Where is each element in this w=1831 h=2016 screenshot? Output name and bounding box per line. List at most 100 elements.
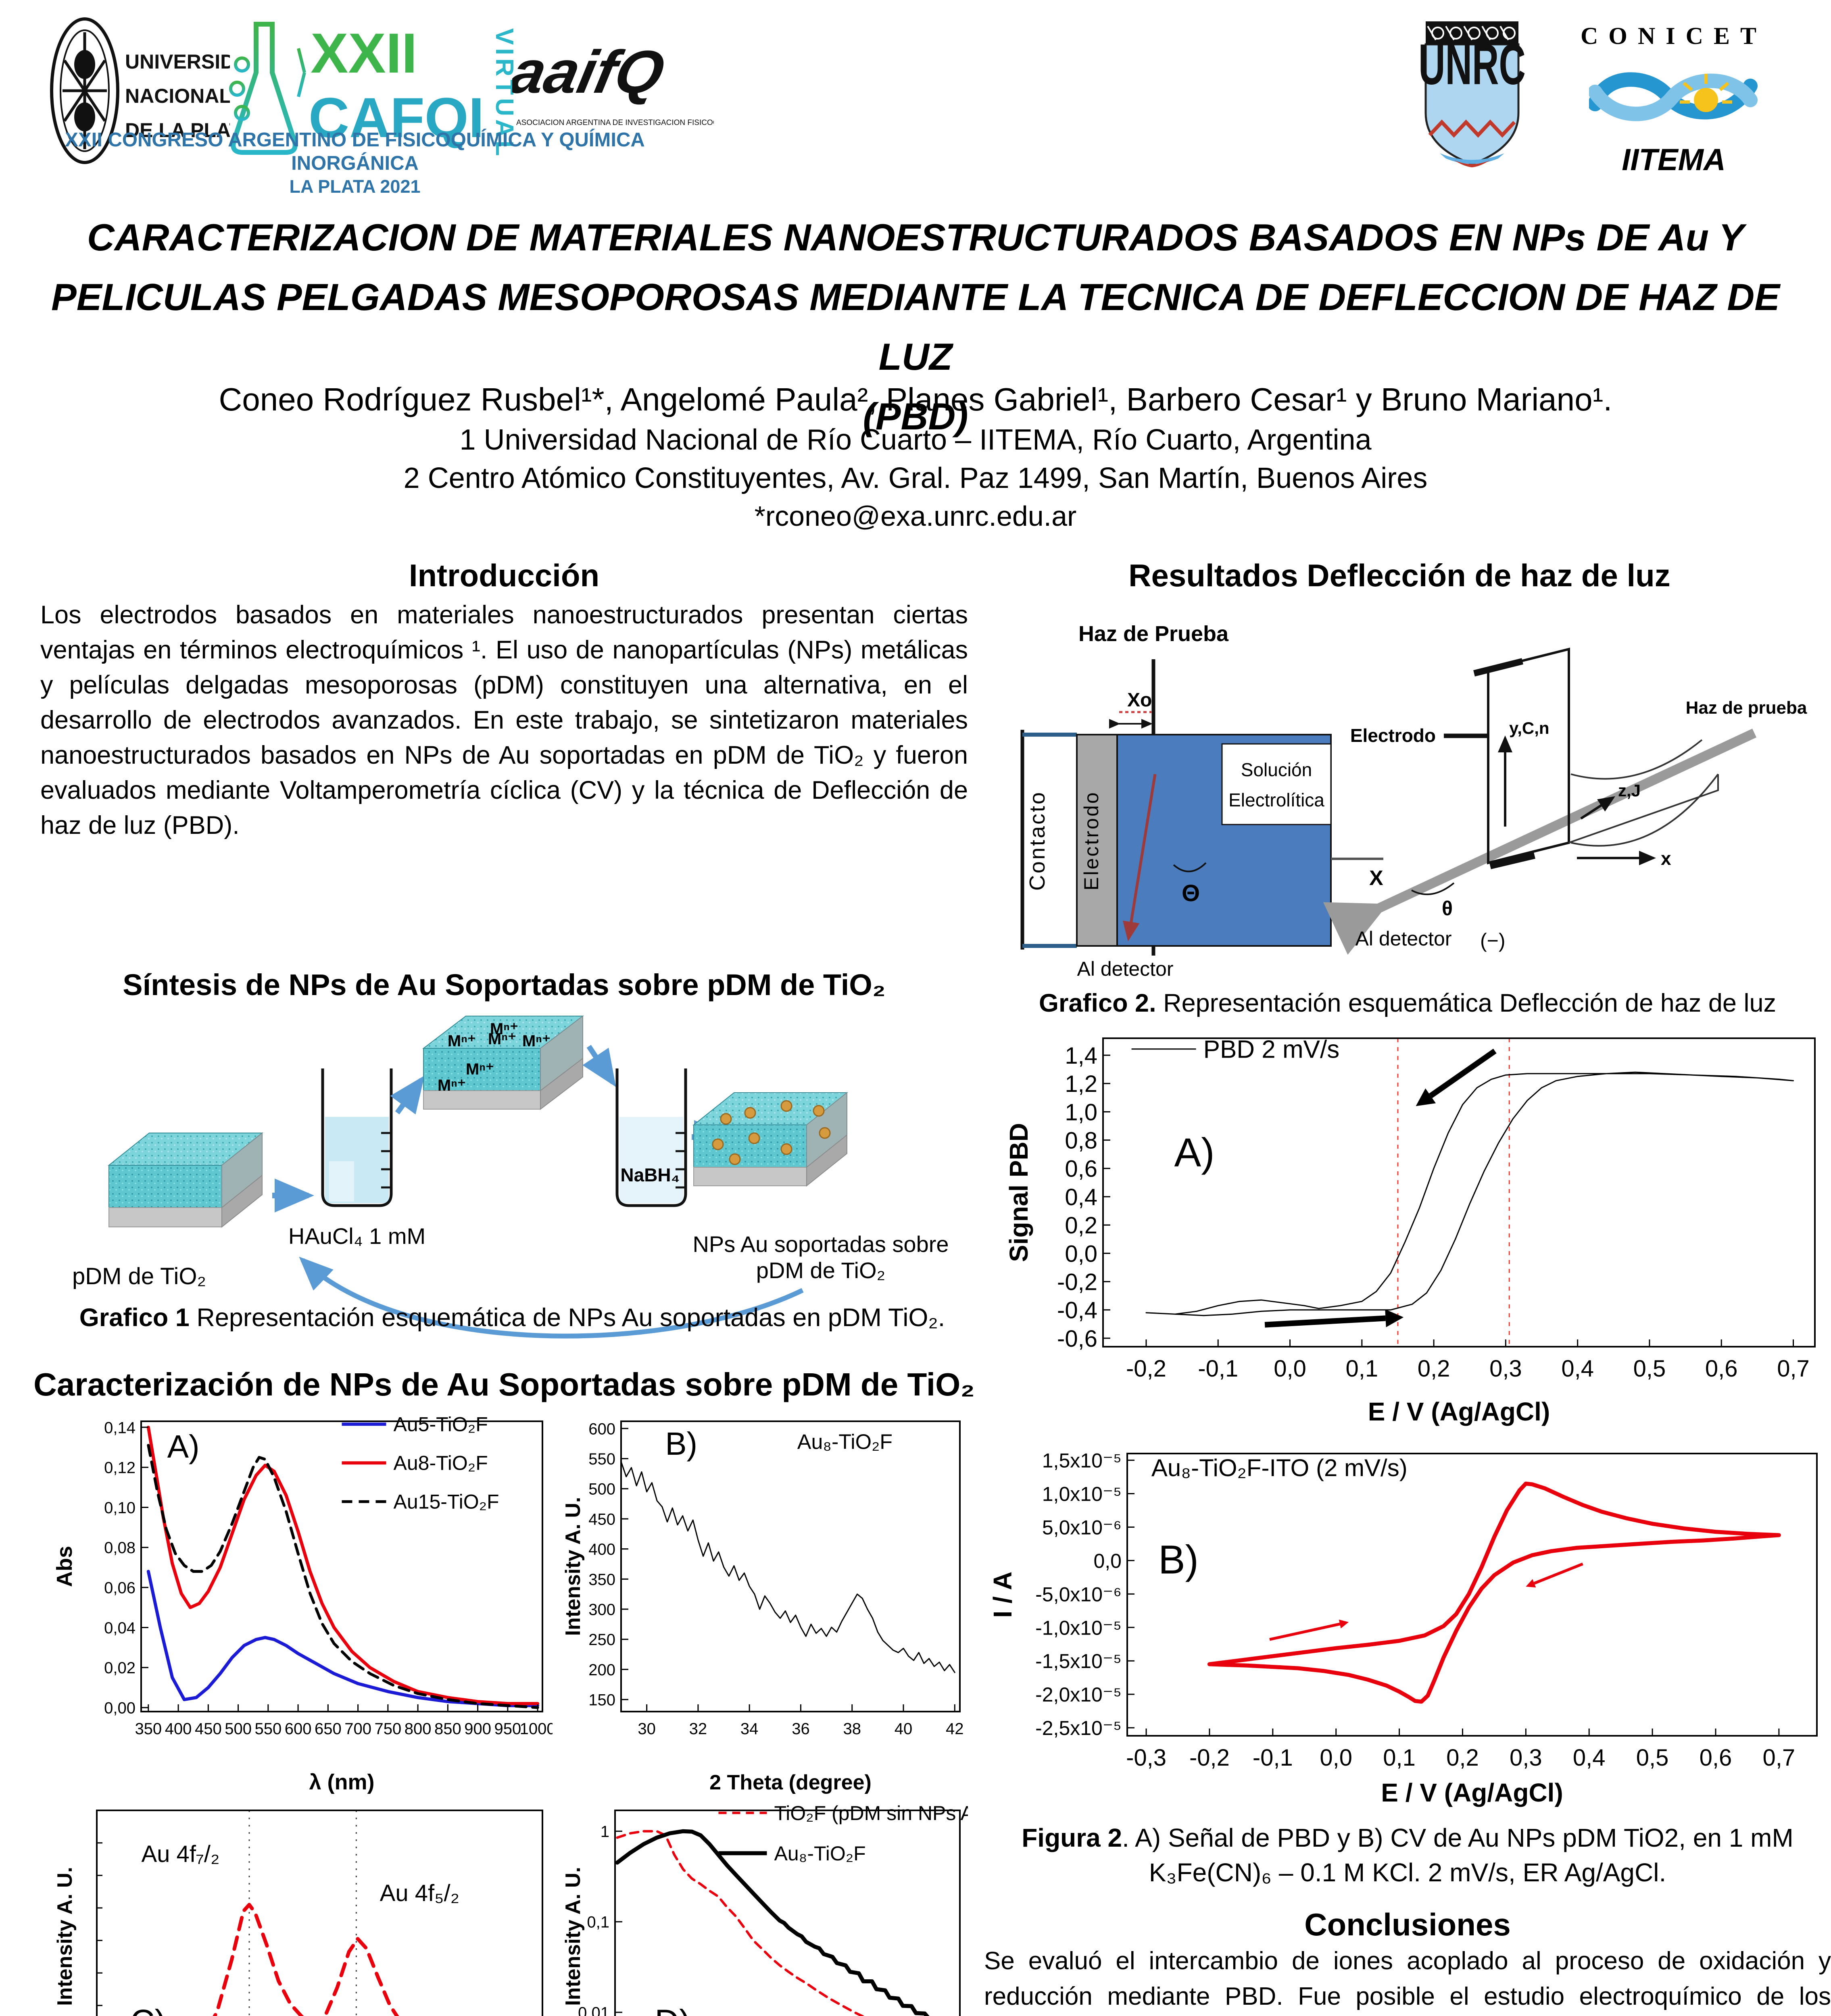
y-tick-label: 600: [588, 1420, 615, 1438]
x-tick-label: 450: [195, 1720, 222, 1738]
series-Au 4f XPS: [213, 1903, 399, 2016]
y-axis-label: Intensity A. U.: [53, 1867, 77, 2006]
mn-label: Mⁿ⁺: [466, 1060, 494, 1078]
electrodo-label: Electrodo: [1080, 791, 1103, 890]
y-tick-label: 0,10: [104, 1499, 136, 1517]
series-Au15-TiO₂F: [147, 1444, 539, 1709]
y-tick-label: 350: [588, 1571, 615, 1589]
ycn-label: y,C,n: [1509, 719, 1549, 737]
arrow-head: [1385, 1309, 1404, 1327]
chart-absorbance: 350 400 450 500 550 600 650 700 750 800 850 900 9501…: [52, 1413, 553, 1794]
chart-annotation: Au 4f₅/₂: [380, 1880, 459, 1906]
y-tick-label: 1,2: [1065, 1071, 1097, 1097]
contact-email: *rconeo@exa.unrc.edu.ar: [754, 500, 1077, 532]
y-tick-label: 1,4: [1065, 1043, 1097, 1069]
theta3d-label: θ: [1442, 897, 1453, 920]
chart-annotation: B): [1158, 1537, 1199, 1583]
y-tick-label: 1,0x10⁻⁵: [1042, 1483, 1122, 1506]
x-tick-label: 950: [494, 1720, 521, 1738]
y-tick-label: 0,8: [1065, 1128, 1097, 1154]
chart-annotation: A): [1174, 1130, 1215, 1175]
plot-frame: [96, 1810, 543, 2016]
electrolitica-label: Electrolítica: [1228, 789, 1324, 810]
chart-annotation: Au 4f₇/₂: [142, 1841, 220, 1867]
unlp-line2: NACIONAL: [125, 85, 230, 107]
cafqi-xxii: XXII: [311, 21, 417, 85]
nps-label-1: NPs Au soportadas sobre: [692, 1231, 949, 1257]
x-tick-label: 0,7: [1763, 1745, 1796, 1771]
arrow-line: [1533, 1562, 1583, 1585]
y-tick-label: -0,4: [1057, 1297, 1097, 1324]
arrow-head: [1416, 1088, 1436, 1106]
series-Au5-TiO₂F: [146, 1570, 540, 1708]
congress-title: XXII CONGRESO ARGENTINO DE FISICOQUÍMICA…: [24, 128, 686, 198]
y-axis-label: Signal PBD: [1008, 1123, 1033, 1262]
y-tick-label: 1,5x10⁻⁵: [1042, 1450, 1122, 1472]
y-tick-label: 550: [588, 1450, 615, 1468]
chart-xrr: 0,40,60,81,010,10,012 θIntensity A. U.Ti…: [561, 1802, 968, 2016]
haucl-beaker: [321, 1068, 393, 1207]
x-tick-label: 0,2: [1418, 1356, 1450, 1382]
chart-annotation: C): [130, 2003, 166, 2016]
x-tick-label: 0,7: [1777, 1356, 1810, 1382]
legend-label: PBD 2 mV/s: [1203, 1035, 1340, 1063]
title-line2: PELICULAS PELGADAS MESOPOROSAS MEDIANTE …: [51, 276, 1780, 378]
x-tick-label: 0,0: [1320, 1745, 1352, 1771]
x-tick-label: 500: [225, 1720, 252, 1738]
x-tick-label: 0,1: [1383, 1745, 1416, 1771]
y-axis-label: Intensity A. U.: [561, 1497, 585, 1636]
plot-frame: [620, 1420, 961, 1712]
y-tick-label: 1: [601, 1823, 609, 1841]
legend-label: Au5-TiO₂F: [394, 1413, 488, 1436]
au-nanoparticles: [712, 1100, 831, 1165]
x-tick-label: 0,5: [1636, 1745, 1669, 1771]
x-tick-label: -0,2: [1189, 1745, 1230, 1771]
grafico1-caption-text: Representación esquemática de NPs Au sop…: [189, 1304, 945, 1332]
al-detector-label: Al detector: [1077, 958, 1173, 980]
mn-label: Mⁿ⁺: [448, 1032, 476, 1050]
contacto-label: Contacto: [1025, 791, 1049, 891]
x-axis-label: E / V (Ag/AgCl): [1381, 1778, 1563, 1807]
grafico1-scheme: pDM de TiO₂ HAuCl₄ 1 mM Mⁿ⁺ Mⁿ⁺ Mⁿ⁺ Mⁿ⁺ …: [72, 1015, 949, 1339]
y-tick-label: 0,14: [104, 1419, 136, 1437]
cafqi-name: CAFQI: [309, 86, 484, 149]
mn-label: Mⁿ⁺: [488, 1030, 516, 1048]
y-tick-label: 500: [588, 1481, 615, 1498]
plot-frame: [1102, 1037, 1816, 1347]
y-tick-label: -0,6: [1057, 1326, 1097, 1352]
nabh-label: NaBH₄: [620, 1164, 680, 1185]
chart-annotation: B): [665, 1426, 697, 1462]
x-axis-label: E / V (Ag/AgCl): [1368, 1397, 1550, 1426]
series-Au₈-TiO₂F-ITO (2 mV/s): [1207, 1481, 1781, 1704]
intro-text: Los electrodos basados en materiales nan…: [40, 601, 968, 839]
cafqi-logo: XXII CAFQI VIRTUAL: [218, 12, 518, 167]
x-tick-label: 750: [374, 1720, 401, 1738]
arrow-line: [1429, 1048, 1497, 1098]
x-tick-label: 550: [254, 1720, 282, 1738]
arrow-line: [1269, 1622, 1340, 1641]
grafico2-scheme: Haz de Prueba Contacto Electrodo Solució…: [1020, 622, 1807, 980]
y-tick-label: -1,5x10⁻⁵: [1035, 1650, 1122, 1672]
poster-title: CARACTERIZACION DE MATERIALES NANOESTRUC…: [40, 208, 1791, 446]
x-tick-label: 32: [689, 1720, 707, 1738]
cafqi-flask-icon: XXII CAFQI VIRTUAL: [229, 21, 518, 159]
plot-frame: [140, 1420, 543, 1712]
grafico2-caption-bold: Grafico 2.: [1039, 989, 1156, 1017]
y-tick-label: 300: [588, 1601, 615, 1618]
y-axis-label: Intensity A. U.: [561, 1867, 585, 2006]
y-tick-label: 0,01: [578, 2004, 609, 2016]
figura2-caption-text: . A) Señal de PBD y B) CV de Au NPs pDM …: [1122, 1823, 1793, 1887]
authors-line: Coneo Rodríguez Rusbel¹*, Angelomé Paula…: [219, 381, 1612, 417]
mn-label: Mⁿ⁺: [522, 1032, 551, 1050]
resultados-heading: Resultados Deflección de haz de luz: [1128, 558, 1670, 593]
aaifq-logo: aaifQ ASOCIACION ARGENTINA DE INVESTIGAC…: [505, 32, 746, 135]
x-tick-label: 0,0: [1274, 1356, 1306, 1382]
theta-label: Θ: [1182, 880, 1200, 906]
x-tick-label: 900: [464, 1720, 491, 1738]
y-axis-label: I / A: [992, 1572, 1017, 1618]
unlp-line1: UNIVERSIDAD: [125, 50, 230, 73]
x-axis-label: λ (nm): [309, 1770, 375, 1794]
caracterizacion-heading: Caracterización de NPs de Au Soportadas …: [33, 1366, 975, 1402]
x3d-label: x: [1661, 848, 1671, 869]
y-tick-label: 0,04: [104, 1619, 136, 1637]
